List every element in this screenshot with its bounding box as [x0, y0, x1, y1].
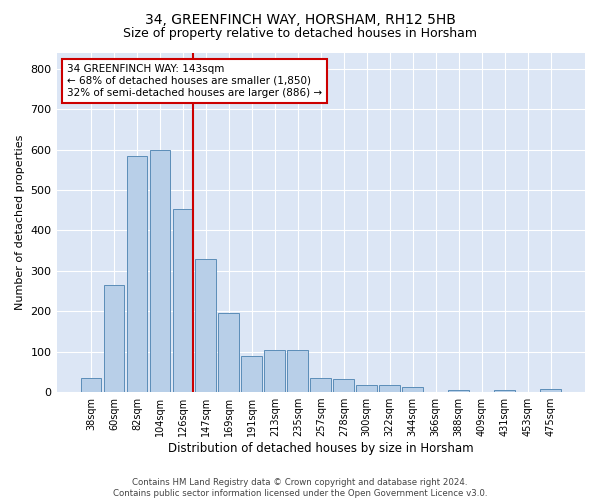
Bar [241, 356, 262, 392]
Bar [403, 387, 423, 392]
Bar [218, 313, 239, 392]
Bar [173, 210, 193, 392]
Bar [540, 390, 561, 392]
Bar [310, 378, 331, 392]
Bar [104, 285, 124, 392]
Bar [127, 156, 147, 392]
Bar [356, 385, 377, 392]
Y-axis label: Number of detached properties: Number of detached properties [15, 134, 25, 310]
Text: Contains HM Land Registry data © Crown copyright and database right 2024.
Contai: Contains HM Land Registry data © Crown c… [113, 478, 487, 498]
Bar [265, 350, 285, 392]
Bar [334, 379, 354, 392]
Text: 34, GREENFINCH WAY, HORSHAM, RH12 5HB: 34, GREENFINCH WAY, HORSHAM, RH12 5HB [145, 12, 455, 26]
Bar [196, 260, 216, 392]
Bar [448, 390, 469, 392]
Bar [80, 378, 101, 392]
Bar [494, 390, 515, 392]
X-axis label: Distribution of detached houses by size in Horsham: Distribution of detached houses by size … [168, 442, 473, 455]
Text: 34 GREENFINCH WAY: 143sqm
← 68% of detached houses are smaller (1,850)
32% of se: 34 GREENFINCH WAY: 143sqm ← 68% of detac… [67, 64, 322, 98]
Bar [287, 350, 308, 392]
Text: Size of property relative to detached houses in Horsham: Size of property relative to detached ho… [123, 28, 477, 40]
Bar [379, 385, 400, 392]
Bar [149, 150, 170, 392]
